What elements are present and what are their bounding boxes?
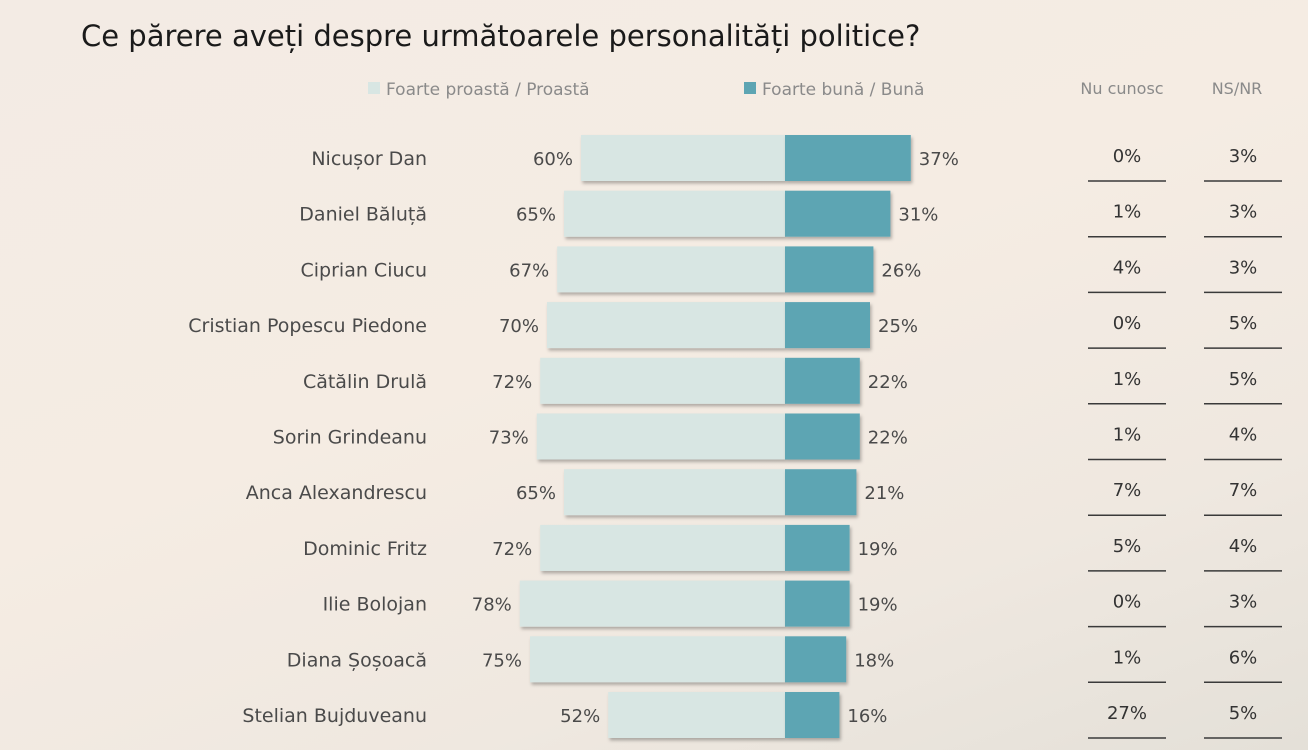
- value-label-negative: 70%: [499, 316, 539, 337]
- bar-positive: [785, 190, 891, 237]
- bar-negative: [536, 413, 785, 460]
- bar-positive: [785, 469, 857, 516]
- row-label: Nicușor Dan: [311, 148, 427, 170]
- bar-positive: [785, 413, 860, 460]
- row-label: Ciprian Ciucu: [301, 259, 428, 281]
- nu-cunosc-value: 5%: [1113, 536, 1142, 557]
- legend-label-positive: Foarte bună / Bună: [762, 80, 924, 100]
- value-label-negative: 75%: [482, 650, 522, 671]
- chart-title: Ce părere aveți despre următoarele perso…: [81, 19, 920, 53]
- nsnr-value: 3%: [1229, 257, 1258, 278]
- row-label: Sorin Grindeanu: [273, 427, 427, 449]
- value-label-positive: 19%: [858, 539, 898, 560]
- nu-cunosc-value: 1%: [1113, 202, 1142, 223]
- bar-positive: [785, 246, 874, 293]
- nu-cunosc-value: 7%: [1113, 480, 1142, 501]
- value-label-positive: 21%: [864, 483, 904, 504]
- row-label: Dominic Fritz: [303, 538, 427, 560]
- row-label: Anca Alexandrescu: [246, 482, 427, 504]
- nsnr-value: 5%: [1229, 703, 1258, 724]
- row-label: Diana Șoșoacă: [287, 649, 427, 671]
- chart-rows: Nicușor Dan 60% 37% 0% 3% Daniel Băluță 65% 31%…: [188, 135, 1282, 739]
- value-label-positive: 37%: [919, 149, 959, 170]
- value-label-positive: 19%: [858, 595, 898, 616]
- nsnr-value: 5%: [1229, 369, 1258, 390]
- row-label: Cătălin Drulă: [303, 371, 427, 393]
- row-label: Daniel Băluță: [299, 204, 427, 226]
- bar-positive: [785, 636, 847, 683]
- nsnr-value: 7%: [1229, 480, 1258, 501]
- legend-label-negative: Foarte proastă / Proastă: [386, 80, 590, 100]
- legend: Foarte proastă / Proastă Foarte bună / B…: [368, 80, 924, 100]
- nu-cunosc-value: 1%: [1113, 369, 1142, 390]
- nu-cunosc-value: 0%: [1113, 146, 1142, 167]
- bar-negative: [540, 357, 785, 404]
- nu-cunosc-value: 0%: [1113, 313, 1142, 334]
- value-label-negative: 78%: [472, 595, 512, 616]
- value-label-positive: 31%: [898, 205, 938, 226]
- row-label: Stelian Bujduveanu: [242, 705, 427, 727]
- value-label-positive: 22%: [868, 428, 908, 449]
- value-label-positive: 22%: [868, 372, 908, 393]
- nsnr-value: 6%: [1229, 647, 1258, 668]
- value-label-negative: 65%: [516, 483, 556, 504]
- bar-negative: [564, 190, 785, 237]
- bar-negative: [581, 135, 785, 181]
- value-label-negative: 52%: [560, 706, 600, 727]
- nsnr-value: 3%: [1229, 202, 1258, 223]
- bar-negative: [540, 524, 785, 571]
- value-label-positive: 16%: [847, 706, 887, 727]
- bar-positive: [785, 357, 860, 404]
- value-label-negative: 72%: [492, 539, 532, 560]
- bar-negative: [530, 636, 785, 683]
- bar-negative: [547, 302, 785, 349]
- row-label: Ilie Bolojan: [323, 594, 427, 616]
- value-label-negative: 72%: [492, 372, 532, 393]
- bar-negative: [519, 580, 785, 627]
- nu-cunosc-value: 1%: [1113, 647, 1142, 668]
- value-label-negative: 65%: [516, 205, 556, 226]
- nsnr-value: 3%: [1229, 146, 1258, 167]
- nu-cunosc-value: 27%: [1107, 703, 1147, 724]
- value-label-positive: 26%: [881, 260, 921, 281]
- legend-swatch-negative: [368, 82, 380, 94]
- value-label-negative: 67%: [509, 260, 549, 281]
- legend-swatch-positive: [744, 82, 756, 94]
- nu-cunosc-value: 4%: [1113, 257, 1142, 278]
- column-header-nu-cunosc: Nu cunosc: [1080, 79, 1163, 98]
- bar-negative: [608, 692, 785, 738]
- row-label: Cristian Popescu Piedone: [188, 315, 427, 337]
- column-header-nsnr: NS/NR: [1212, 79, 1263, 98]
- bar-positive: [785, 135, 911, 181]
- value-label-positive: 25%: [878, 316, 918, 337]
- bar-negative: [564, 469, 785, 516]
- nu-cunosc-value: 1%: [1113, 425, 1142, 446]
- value-label-positive: 18%: [854, 650, 894, 671]
- bar-negative: [557, 246, 785, 293]
- bar-positive: [785, 580, 850, 627]
- nsnr-value: 4%: [1229, 425, 1258, 446]
- nsnr-value: 3%: [1229, 592, 1258, 613]
- nsnr-value: 4%: [1229, 536, 1258, 557]
- value-label-negative: 73%: [489, 428, 529, 449]
- nsnr-value: 5%: [1229, 313, 1258, 334]
- bar-positive: [785, 524, 850, 571]
- nu-cunosc-value: 0%: [1113, 592, 1142, 613]
- value-label-negative: 60%: [533, 149, 573, 170]
- bar-positive: [785, 692, 840, 738]
- bar-positive: [785, 302, 870, 349]
